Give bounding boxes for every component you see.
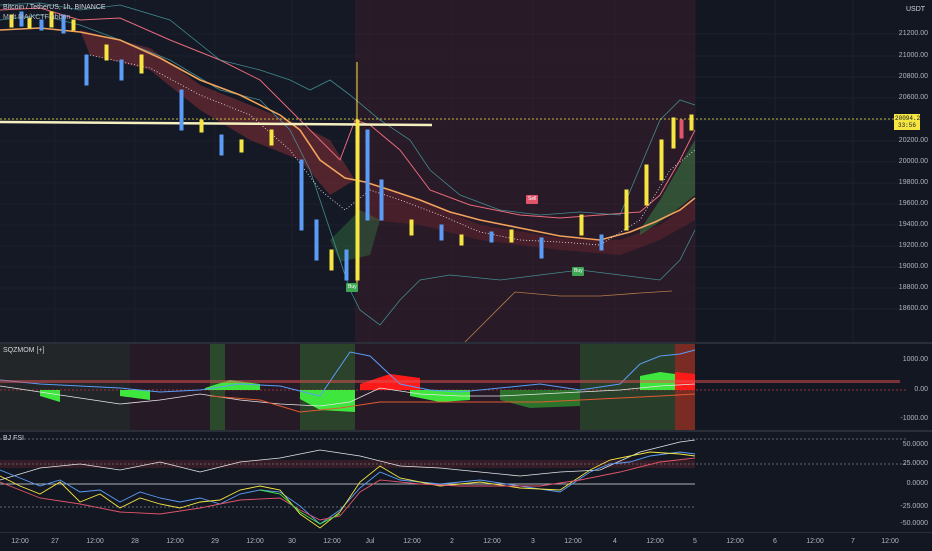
time-tick: 30 bbox=[288, 538, 296, 545]
time-tick: 12:00 bbox=[86, 538, 104, 545]
bearish-ribbon-late bbox=[365, 180, 695, 255]
fsi-green-line bbox=[259, 489, 341, 525]
fsi-canvas[interactable] bbox=[0, 432, 932, 532]
fsi-blue-line bbox=[0, 451, 696, 525]
lower-band bbox=[0, 14, 696, 326]
neutral-background-zone bbox=[0, 0, 355, 342]
bearish-background-zone bbox=[355, 0, 695, 342]
sqz-histogram bbox=[580, 372, 675, 390]
current-price-value: 20094.24 bbox=[895, 115, 924, 122]
time-tick: 7 bbox=[851, 538, 855, 545]
time-tick: 12:00 bbox=[806, 538, 824, 545]
price-tick: 21200.00 bbox=[898, 30, 928, 37]
time-tick: 12:00 bbox=[323, 538, 341, 545]
buy-signal-marker bbox=[346, 283, 358, 292]
time-tick: 12:00 bbox=[881, 538, 899, 545]
price-tick: 19600.00 bbox=[898, 200, 928, 207]
time-tick: 29 bbox=[211, 538, 219, 545]
sqz-histogram bbox=[410, 390, 470, 402]
slow-ma-line bbox=[0, 27, 696, 241]
time-tick: 12:00 bbox=[11, 538, 29, 545]
time-tick: 4 bbox=[613, 538, 617, 545]
upper-band bbox=[0, 2, 696, 216]
symbol-title[interactable]: Bitcoin / TetherUS, 1h, BINANCE bbox=[3, 4, 106, 11]
fsi-axis-tick: 50.0000 bbox=[902, 441, 928, 448]
price-tick: 20000.00 bbox=[898, 158, 928, 165]
time-tick: 12:00 bbox=[246, 538, 264, 545]
time-tick: 12:00 bbox=[726, 538, 744, 545]
squeeze-momentum-pane[interactable]: SQZMOM [+] 1000.00 0.00 -1000.00 bbox=[0, 344, 932, 430]
squeeze-momentum-canvas[interactable] bbox=[0, 344, 932, 430]
sqz-histogram bbox=[500, 390, 580, 408]
sell-label: Sell bbox=[528, 196, 537, 202]
projection-line bbox=[464, 290, 673, 342]
sqz-green-zone bbox=[0, 344, 130, 430]
sqz-indicator-name[interactable]: SQZMOM [+] bbox=[3, 347, 45, 354]
sqz-histogram bbox=[120, 390, 150, 400]
fsi-axis-tick: -50.0000 bbox=[900, 520, 928, 527]
resistance-line bbox=[0, 120, 433, 127]
candlesticks bbox=[9, 11, 694, 290]
fsi-axis-tick: 0.0000 bbox=[906, 480, 928, 487]
time-tick: 5 bbox=[693, 538, 697, 545]
time-tick: 12:00 bbox=[646, 538, 664, 545]
fsi-axis-tick: -25.0000 bbox=[900, 503, 928, 510]
sqz-axis-tick: -1000.00 bbox=[900, 415, 928, 422]
buy-label: Buy bbox=[574, 268, 583, 274]
bar-countdown: 33:56 bbox=[897, 122, 916, 129]
sqz-momentum-line bbox=[0, 349, 696, 397]
fsi-indicator-name[interactable]: BJ FSI bbox=[3, 435, 25, 442]
price-tick: 19200.00 bbox=[898, 242, 928, 249]
pane-separator[interactable] bbox=[0, 342, 932, 344]
time-tick: 28 bbox=[131, 538, 139, 545]
bearish-ribbon bbox=[80, 30, 355, 195]
fsi-band bbox=[0, 460, 695, 468]
price-tick: 18600.00 bbox=[898, 305, 928, 312]
fsi-white-line bbox=[0, 439, 696, 481]
time-tick: 6 bbox=[773, 538, 777, 545]
price-tick: 20800.00 bbox=[898, 73, 928, 80]
price-tick: 19800.00 bbox=[898, 179, 928, 186]
time-tick: 3 bbox=[531, 538, 535, 545]
price-tick: 18800.00 bbox=[898, 284, 928, 291]
sqz-histogram bbox=[300, 390, 355, 412]
time-tick: 12:00 bbox=[403, 538, 421, 545]
buy-signal-marker bbox=[572, 267, 584, 276]
price-chart-pane[interactable]: Sell Buy Buy Bitcoin / TetherUS, 1h, BIN… bbox=[0, 0, 932, 342]
time-tick: Jul bbox=[365, 538, 375, 545]
price-tick: 20200.00 bbox=[898, 137, 928, 144]
sqz-axis-tick: 1000.00 bbox=[902, 356, 928, 363]
currency-label: USDT bbox=[906, 6, 926, 13]
bullish-ribbon-early bbox=[330, 210, 380, 262]
price-tick: 19000.00 bbox=[898, 263, 928, 270]
fsi-axis-tick: 25.0000 bbox=[902, 460, 928, 467]
time-tick: 12:00 bbox=[166, 538, 184, 545]
fsi-yellow-line bbox=[0, 451, 696, 529]
fsi-red-line bbox=[0, 457, 696, 521]
time-tick: 12:00 bbox=[564, 538, 582, 545]
price-tick: 21000.00 bbox=[898, 52, 928, 59]
upper-keltner bbox=[0, 7, 696, 219]
pane-separator[interactable] bbox=[0, 430, 932, 432]
time-tick: 2 bbox=[450, 538, 454, 545]
sqz-signal-line bbox=[0, 383, 696, 407]
sqz-axis-tick: 0.00 bbox=[914, 386, 928, 393]
current-price-tag: 20094.24 33:56 bbox=[894, 114, 924, 130]
price-chart-canvas[interactable] bbox=[0, 0, 932, 342]
price-tick: 19400.00 bbox=[898, 221, 928, 228]
time-tick: 27 bbox=[51, 538, 59, 545]
time-tick: 12:00 bbox=[483, 538, 501, 545]
time-axis[interactable] bbox=[0, 532, 932, 551]
bullish-ribbon bbox=[640, 140, 695, 235]
buy-label: Buy bbox=[348, 284, 357, 290]
fsi-pane[interactable]: BJ FSI 50.0000 25.0000 0.0000 -25.0000 -… bbox=[0, 432, 932, 532]
sqz-trend-line bbox=[209, 393, 696, 413]
sqz-dot-row bbox=[0, 380, 900, 383]
price-tick: 20600.00 bbox=[898, 94, 928, 101]
indicator-legend[interactable]: Mult MA/KCTF ribbon bbox=[3, 14, 71, 21]
sell-signal-marker bbox=[526, 195, 538, 204]
